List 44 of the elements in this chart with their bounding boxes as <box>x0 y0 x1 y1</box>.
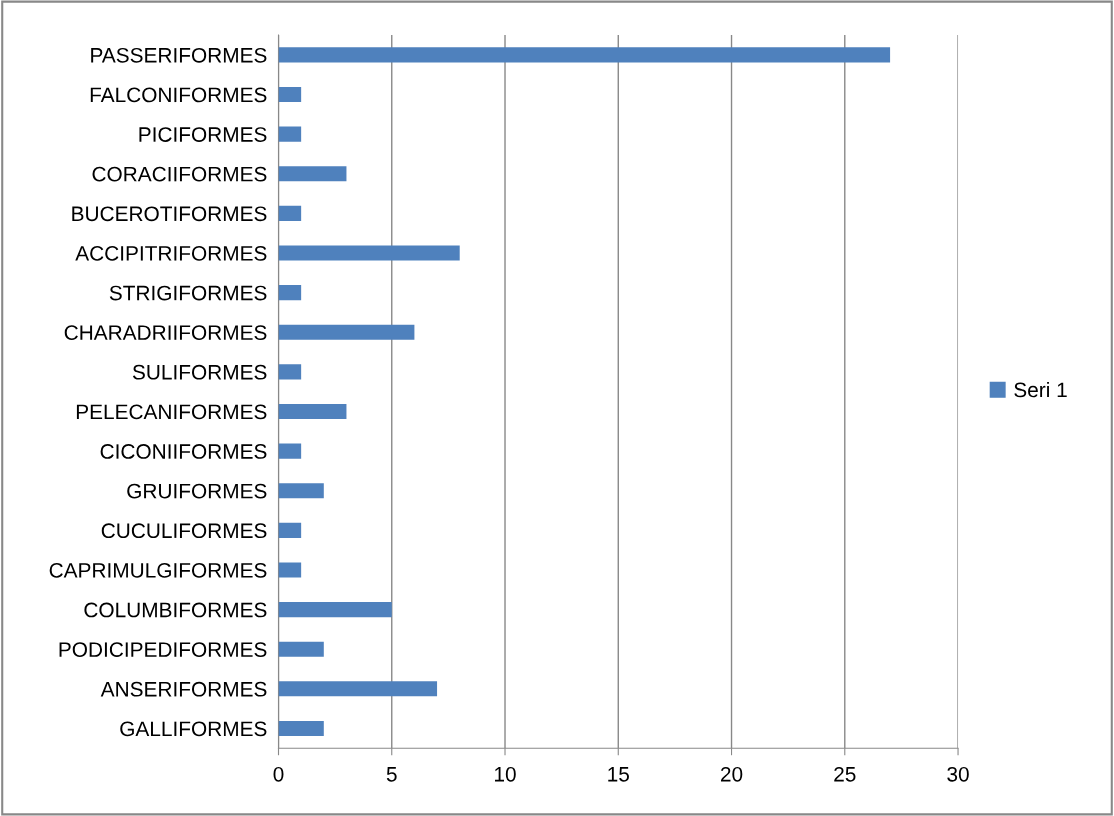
bar <box>278 602 392 618</box>
y-tick-label: PELECANIFORMES <box>76 404 267 420</box>
x-tick-label: 15 <box>608 767 629 782</box>
bar <box>278 47 891 63</box>
y-tick-label: CAPRIMULGIFORMES <box>49 562 267 578</box>
y-tick-label: ACCIPITRIFORMES <box>75 246 267 261</box>
y-tick-label: FALCONIFORMES <box>90 87 267 103</box>
x-tick-label: 25 <box>834 766 856 782</box>
bar <box>278 205 302 221</box>
bar <box>278 403 347 420</box>
bar <box>278 562 302 578</box>
y-tick-label: BUCEROTIFORMES <box>72 206 267 222</box>
y-tick-label: CORACIIFORMES <box>92 166 267 182</box>
y-tick-label: PASSERIFORMES <box>91 47 267 63</box>
bar <box>278 443 302 459</box>
bar <box>278 86 302 103</box>
y-tick-label: PODICIPEDIFORMES <box>59 642 267 657</box>
x-tick-label: 30 <box>947 766 969 782</box>
x-tick-label: 0 <box>273 766 284 782</box>
x-tick-label: 20 <box>720 766 743 782</box>
bar <box>278 364 302 380</box>
y-tick-label: SULIFORMES <box>132 364 267 380</box>
y-tick-label: ANSERIFORMES <box>100 681 267 697</box>
bar <box>278 245 460 261</box>
bar <box>278 324 415 340</box>
y-tick-label: CUCULIFORMES <box>101 523 267 539</box>
bar <box>278 483 324 499</box>
bar <box>278 522 302 538</box>
y-tick-label: COLUMBIFORMES <box>84 602 267 618</box>
bar <box>278 285 302 301</box>
bar <box>278 720 324 736</box>
legend-label: Seri 1 <box>1014 381 1067 398</box>
y-tick-label: PICIFORMES <box>139 127 267 142</box>
y-tick-label: GRUIFORMES <box>127 483 267 499</box>
y-tick-label: CHARADRIIFORMES <box>64 325 267 340</box>
x-tick-label: 10 <box>495 766 516 782</box>
y-tick-label: CICONIIFORMES <box>100 444 267 459</box>
bar <box>278 641 324 657</box>
bar <box>278 166 347 182</box>
x-tick-label: 5 <box>386 767 397 782</box>
y-tick-label: STRIGIFORMES <box>109 285 267 301</box>
bar <box>278 126 302 142</box>
bar <box>278 681 438 697</box>
y-tick-label: GALLIFORMES <box>120 721 267 737</box>
